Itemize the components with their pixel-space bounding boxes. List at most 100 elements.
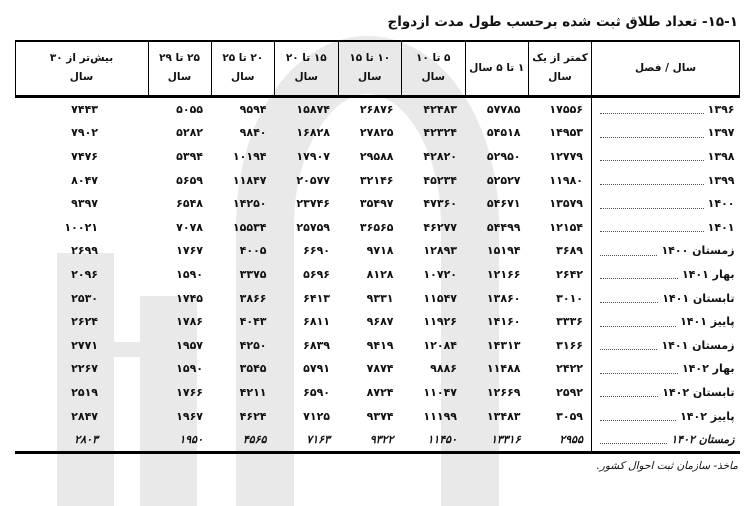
data-cell: ۱۲۷۷۹ xyxy=(549,150,583,164)
row-label-cell: ۱۳۹۷ xyxy=(591,121,740,145)
data-cell: ۱۱۹۸۰ xyxy=(549,173,583,187)
header-row: سال / فصل کمتر از یک سال ۱ تا ۵ سال ۵ تا ۱۰… xyxy=(14,40,740,98)
data-cell: ۶۶۹۰ xyxy=(303,244,330,258)
data-cell: ۲۶۲۴ xyxy=(71,315,98,329)
data-cell: ۱۱۱۹۹ xyxy=(423,409,457,423)
data-cell: ۷۹۰۲ xyxy=(71,126,98,140)
dotted-leader xyxy=(600,145,704,162)
data-cell: ۹۶۸۷ xyxy=(366,315,394,329)
row-label-cell: تابستان ۱۴۰۲ xyxy=(591,380,740,405)
data-cell: ۲۶۹۹ xyxy=(71,244,98,258)
row-label-text: تابستان ۱۴۰۲ xyxy=(662,385,735,399)
data-cell: ۴۵۶۵ xyxy=(242,433,267,447)
row-label-cell: بهار ۱۴۰۱ xyxy=(591,262,740,287)
data-cell: ۶۵۹۰ xyxy=(303,385,330,399)
table-row: بهار ۱۴۰۲ ۲۴۲۲ ۱۱۴۸۸ ۹۸۸۶ ۷۸۷۴ ۵۷۹۱ ۳۵۴۵ ۱۵۹۰ ۲۲… xyxy=(15,357,740,381)
data-cell: ۵۶۹۶ xyxy=(303,268,330,282)
data-cell: ۱۷۴۵ xyxy=(176,291,203,305)
dotted-leader xyxy=(600,239,658,256)
data-cell: ۴۲۱۱ xyxy=(239,385,267,399)
data-cell: ۱۴۹۵۳ xyxy=(549,126,583,140)
data-cell: ۵۴۵۱۸ xyxy=(486,126,521,140)
data-cell: ۱۷۶۶ xyxy=(176,385,203,399)
col-header-line2: سال xyxy=(358,71,382,84)
data-cell: ۲۷۸۲۵ xyxy=(359,126,394,140)
data-cell: ۱۲۱۵۴ xyxy=(549,220,583,234)
data-cell: ۱۹۵۰ xyxy=(179,433,203,447)
page: ۱۵-۱- تعداد طلاق ثبت شده برحسب طول مدت ا… xyxy=(0,13,747,506)
table-row: تابستان ۱۴۰۱ ۳۰۱۰ ۱۳۸۶۰ ۱۱۵۴۷ ۹۳۳۱ ۶۴۱۳ ۳۸۶۶ ۱۷… xyxy=(15,286,740,310)
data-cell: ۶۵۴۸ xyxy=(176,197,203,211)
data-cell: ۲۳۷۴۶ xyxy=(296,197,330,211)
data-cell: ۱۵۸۷۴ xyxy=(296,102,330,116)
data-cell: ۲۶۸۷۶ xyxy=(359,102,394,116)
data-cell: ۱۰۰۲۱ xyxy=(64,220,98,234)
table-row: پاییز ۱۴۰۱ ۳۳۳۶ ۱۴۱۶۰ ۱۱۹۲۶ ۹۶۸۷ ۶۸۱۱ ۴۰۴۳ ۱۷۸۶… xyxy=(15,309,740,334)
row-label-text: ۱۳۹۸ xyxy=(707,150,735,164)
data-cell: ۴۷۳۶۰ xyxy=(423,197,457,211)
data-cell: ۴۲۸۲۰ xyxy=(423,150,457,164)
data-cell: ۹۸۴۰ xyxy=(239,126,267,140)
row-label-cell: ۱۳۹۶ xyxy=(591,96,740,122)
data-cell: ۱۵۱۹۴ xyxy=(486,244,521,258)
col-header-2: ۵ تا ۱۰ سال xyxy=(401,40,466,98)
dotted-leader xyxy=(600,381,659,398)
col-header-line1: ۱۵ تا ۲۰ xyxy=(285,52,327,65)
data-cell: ۷۱۶۳ xyxy=(306,433,330,447)
data-cell: ۱۵۹۰ xyxy=(176,268,203,282)
table-row: ۱۳۹۹ ۱۱۹۸۰ ۵۲۵۲۷ ۴۵۲۳۴ ۳۲۱۴۶ ۲۰۵۷۷ ۱۱۸۴۷ ۵۶۵۹ ۸۰… xyxy=(15,168,740,192)
data-cell: ۱۱۹۲۶ xyxy=(423,315,457,329)
row-label-cell: ۱۴۰۱ xyxy=(591,215,740,240)
col-header-0: کمتر از یک سال xyxy=(528,40,592,98)
data-cell: ۳۸۶۶ xyxy=(239,291,267,305)
data-cell: ۲۹۵۸۸ xyxy=(359,150,394,164)
table-row: زمستان ۱۴۰۰ ۳۶۸۹ ۱۵۱۹۴ ۱۲۸۹۳ ۹۷۱۸ ۶۶۹۰ ۴۰۰۵ ۱۷۶… xyxy=(15,239,740,263)
data-cell: ۸۱۲۸ xyxy=(366,268,394,282)
table-row: ۱۴۰۱ ۱۲۱۵۴ ۵۴۴۹۹ ۴۶۲۷۷ ۳۶۵۶۵ ۲۵۷۵۹ ۱۵۵۳۴ ۷۰۷۸ ۱۰… xyxy=(15,215,740,240)
data-cell: ۹۳۲۲ xyxy=(369,433,394,447)
dotted-leader xyxy=(600,310,677,327)
data-cell: ۲۰۵۷۷ xyxy=(296,173,330,187)
row-label-cell: ۱۳۹۸ xyxy=(591,144,740,169)
data-cell: ۳۰۵۹ xyxy=(556,409,583,423)
data-cell: ۷۴۴۳ xyxy=(71,102,98,116)
data-cell: ۵۲۸۲ xyxy=(176,126,203,140)
data-cell: ۷۱۲۵ xyxy=(303,409,330,423)
data-cell: ۱۶۸۲۸ xyxy=(296,126,330,140)
data-cell: ۱۷۸۶ xyxy=(176,315,203,329)
table-row: ۱۳۹۷ ۱۴۹۵۳ ۵۴۵۱۸ ۴۲۳۲۴ ۲۷۸۲۵ ۱۶۸۲۸ ۹۸۴۰ ۵۲۸۲ ۷۹۰… xyxy=(15,121,740,145)
row-label-text: زمستان ۱۴۰۱ xyxy=(661,338,735,352)
data-cell: ۴۶۲۷۷ xyxy=(423,220,457,234)
col-header-line1: ۲۵ تا ۲۹ xyxy=(159,52,200,65)
data-cell: ۵۰۵۵ xyxy=(176,102,203,116)
data-cell: ۹۴۱۹ xyxy=(366,338,394,352)
col-header-line1: ۱ تا ۵ سال xyxy=(469,61,525,74)
data-cell: ۴۲۳۲۴ xyxy=(423,126,457,140)
data-cell: ۵۶۵۹ xyxy=(176,173,203,187)
data-cell: ۱۷۹۰۷ xyxy=(296,150,330,164)
data-cell: ۱۳۳۱۶ xyxy=(490,433,521,447)
source-note: ماخذ- سازمان ثبت احوال کشور. xyxy=(596,460,738,473)
data-cell: ۱۲۶۶۹ xyxy=(486,385,521,399)
row-label-text: تابستان ۱۴۰۱ xyxy=(662,291,735,305)
data-cell: ۱۵۹۰ xyxy=(176,362,203,376)
data-cell: ۲۵۷۵۹ xyxy=(296,220,330,234)
col-header-1: ۱ تا ۵ سال xyxy=(464,40,529,98)
data-cell: ۱۲۸۹۳ xyxy=(423,244,457,258)
row-label-text: زمستان ۱۴۰۰ xyxy=(661,244,735,258)
dotted-leader xyxy=(600,286,659,303)
dotted-leader xyxy=(600,98,704,115)
data-cell: ۲۶۴۲ xyxy=(556,268,583,282)
table-row: تابستان ۱۴۰۲ ۲۵۹۲ ۱۲۶۶۹ ۱۱۰۴۷ ۸۷۲۴ ۶۵۹۰ ۴۲۱۱ ۱۷… xyxy=(15,380,740,405)
table-title: ۱۵-۱- تعداد طلاق ثبت شده برحسب طول مدت ا… xyxy=(387,14,738,30)
col-header-line2: سال xyxy=(231,71,255,84)
data-cell: ۹۳۹۷ xyxy=(71,197,98,211)
row-label-text: پاییز ۱۴۰۱ xyxy=(680,315,735,329)
data-cell: ۲۲۶۷ xyxy=(71,362,98,376)
row-label-text: ۱۳۹۶ xyxy=(707,102,735,116)
data-cell: ۵۴۴۹۹ xyxy=(486,220,521,234)
data-cell: ۱۱۰۴۷ xyxy=(423,385,457,399)
row-label-text: ۱۴۰۰ xyxy=(707,197,735,211)
table-body: ۱۳۹۶ ۱۷۵۵۶ ۵۷۷۸۵ ۴۲۴۸۳ ۲۶۸۷۶ ۱۵۸۷۴ ۹۵۹۴ ۵۰۵۵ ۷۴۴… xyxy=(15,96,740,453)
col-header-line2: سال xyxy=(294,71,318,84)
